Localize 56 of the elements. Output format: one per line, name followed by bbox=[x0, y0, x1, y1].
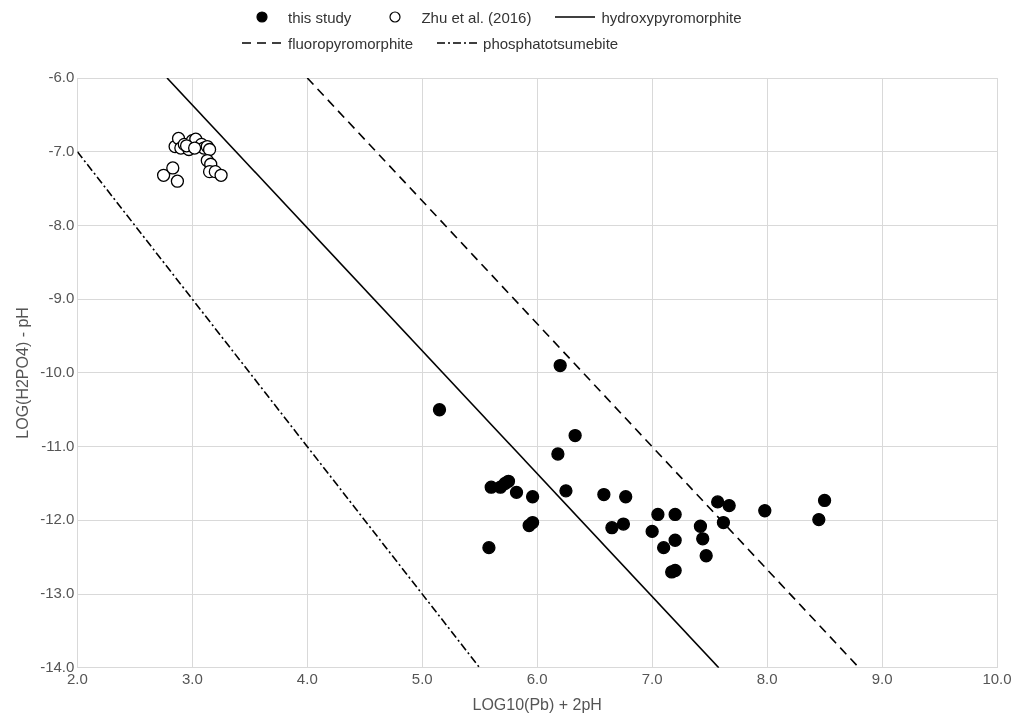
point bbox=[551, 447, 565, 461]
point bbox=[812, 512, 826, 527]
point bbox=[699, 549, 713, 563]
point bbox=[553, 358, 567, 373]
x-tick-label: 8.0 bbox=[756, 669, 778, 687]
point bbox=[651, 507, 665, 522]
point bbox=[716, 515, 731, 530]
point bbox=[525, 490, 540, 504]
y-tick-label: -6.0 bbox=[48, 68, 75, 86]
point bbox=[568, 428, 582, 443]
point bbox=[482, 540, 496, 555]
point bbox=[170, 174, 185, 188]
point bbox=[509, 485, 524, 499]
point bbox=[616, 517, 631, 531]
legend-label: this study bbox=[288, 8, 352, 26]
point bbox=[645, 524, 659, 539]
point bbox=[156, 168, 171, 182]
point bbox=[432, 403, 447, 417]
point bbox=[696, 532, 710, 546]
point bbox=[214, 168, 228, 182]
point bbox=[501, 474, 516, 488]
legend-label: Zhu et al. (2016) bbox=[421, 8, 532, 26]
point bbox=[722, 498, 736, 513]
point bbox=[817, 493, 832, 508]
x-tick-label: 10.0 bbox=[982, 669, 1012, 687]
x-tick-label: 5.0 bbox=[411, 669, 433, 687]
point bbox=[693, 519, 708, 533]
y-tick-label: -7.0 bbox=[48, 141, 75, 159]
x-tick-label: 3.0 bbox=[181, 669, 203, 687]
point bbox=[668, 533, 682, 547]
point bbox=[668, 507, 682, 522]
y-axis-title: LOG(H2PO4) - pH bbox=[14, 307, 32, 439]
point bbox=[166, 161, 180, 175]
point bbox=[559, 484, 573, 498]
point bbox=[619, 490, 633, 504]
x-axis-title: LOG10(Pb) + 2pH bbox=[472, 695, 602, 713]
y-tick-label: -13.0 bbox=[40, 584, 75, 602]
x-tick-label: 7.0 bbox=[641, 669, 663, 687]
y-tick-label: -12.0 bbox=[40, 510, 75, 528]
y-tick-label: -11.0 bbox=[41, 436, 75, 454]
legend-label: phosphatotsumebite bbox=[483, 34, 619, 52]
point bbox=[525, 515, 540, 530]
legend-label: fluoropyromorphite bbox=[288, 34, 414, 52]
point bbox=[758, 504, 772, 518]
point bbox=[605, 521, 619, 535]
point bbox=[597, 487, 611, 502]
point bbox=[187, 141, 202, 155]
y-tick-label: -10.0 bbox=[40, 363, 75, 381]
point bbox=[656, 540, 671, 555]
x-tick-label: 4.0 bbox=[296, 669, 318, 687]
legend-label: hydroxypyromorphite bbox=[601, 8, 742, 26]
point bbox=[711, 495, 725, 509]
x-tick-label: 9.0 bbox=[871, 669, 893, 687]
x-tick-label: 6.0 bbox=[526, 669, 548, 687]
y-tick-label: -8.0 bbox=[48, 215, 75, 233]
y-tick-label: -9.0 bbox=[48, 289, 75, 307]
